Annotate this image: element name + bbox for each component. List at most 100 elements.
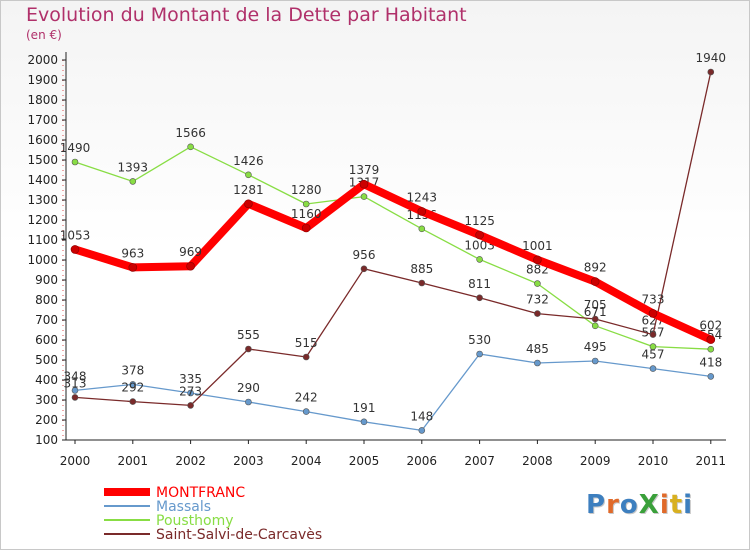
y-tick-label: 1400 xyxy=(27,173,58,187)
logo-letter: P xyxy=(586,490,607,520)
data-label: 378 xyxy=(121,363,144,377)
chart-subtitle: (en €) xyxy=(26,28,62,42)
data-point xyxy=(359,179,369,189)
data-label: 602 xyxy=(699,319,722,333)
y-tick-label: 1200 xyxy=(27,213,58,227)
x-tick-label: 2011 xyxy=(696,454,727,468)
data-label: 1001 xyxy=(522,239,553,253)
data-label: 348 xyxy=(64,369,87,383)
data-point xyxy=(649,331,657,338)
data-point xyxy=(591,357,599,365)
logo-letter: r xyxy=(606,490,620,520)
y-tick-label: 600 xyxy=(35,333,58,347)
series-line-pousthomy xyxy=(74,146,712,350)
data-point xyxy=(706,335,716,344)
data-label: 530 xyxy=(468,333,491,347)
data-point xyxy=(360,193,368,200)
data-label: 191 xyxy=(353,401,376,415)
data-label: 705 xyxy=(584,298,607,312)
data-point xyxy=(302,200,310,208)
data-label: 1053 xyxy=(60,228,91,242)
legend-label: Saint-Salvi-de-Carcavès xyxy=(156,527,322,543)
y-tick-label: 1100 xyxy=(27,233,58,247)
data-point xyxy=(475,230,484,240)
data-label: 292 xyxy=(121,381,144,395)
data-point xyxy=(533,255,542,265)
y-tick-label: 800 xyxy=(35,293,58,307)
logo-letter: o xyxy=(619,490,639,520)
data-point xyxy=(71,394,79,401)
data-label: 1243 xyxy=(407,190,438,204)
x-tick-label: 2001 xyxy=(118,454,149,468)
data-point xyxy=(129,178,137,185)
y-tick-label: 1500 xyxy=(27,153,58,167)
data-point xyxy=(707,345,715,353)
data-point xyxy=(187,143,194,151)
x-tick-label: 2004 xyxy=(291,454,322,468)
data-label: 290 xyxy=(237,381,260,395)
data-point xyxy=(476,350,483,358)
proxiti-logo: ProXiti xyxy=(586,490,693,520)
data-point xyxy=(418,225,426,233)
data-label: 418 xyxy=(699,355,722,369)
data-label: 1281 xyxy=(233,183,264,197)
data-point xyxy=(129,398,137,405)
data-label: 1940 xyxy=(696,51,727,65)
data-label: 671 xyxy=(584,305,607,319)
data-point xyxy=(302,353,310,361)
data-label: 963 xyxy=(121,246,144,260)
data-label: 969 xyxy=(179,245,202,259)
x-tick-label: 2000 xyxy=(60,454,91,468)
data-point xyxy=(534,310,541,317)
logo-letter: t xyxy=(669,490,684,520)
y-tick-label: 500 xyxy=(35,353,58,367)
x-tick-label: 2009 xyxy=(580,454,611,468)
data-point xyxy=(360,265,368,273)
data-label: 313 xyxy=(64,376,87,390)
data-point xyxy=(707,68,715,76)
data-label: 148 xyxy=(410,409,433,423)
data-label: 515 xyxy=(295,336,318,350)
logo-letter: X xyxy=(638,490,660,520)
data-label: 273 xyxy=(179,384,202,398)
y-tick-label: 700 xyxy=(35,313,58,327)
y-tick-label: 900 xyxy=(35,273,58,287)
data-label: 732 xyxy=(526,293,549,307)
y-tick-label: 2000 xyxy=(27,53,58,67)
y-tick-label: 400 xyxy=(35,373,58,387)
data-label: 1379 xyxy=(349,163,380,177)
data-point xyxy=(418,279,426,287)
y-tick-label: 1700 xyxy=(27,113,58,127)
legend-label: MONTFRANC xyxy=(156,485,245,501)
data-point xyxy=(360,418,368,426)
logo-letter: i xyxy=(683,490,694,520)
data-point xyxy=(187,402,194,409)
y-tick-label: 1900 xyxy=(27,73,58,87)
data-point xyxy=(591,315,599,323)
data-point xyxy=(187,389,194,397)
data-label: 1125 xyxy=(464,214,495,228)
data-label: 956 xyxy=(353,248,376,262)
data-point xyxy=(418,427,426,434)
data-point xyxy=(71,387,79,394)
x-tick-label: 2007 xyxy=(464,454,495,468)
x-tick-label: 2008 xyxy=(522,454,553,468)
data-label: 485 xyxy=(526,342,549,356)
data-label: 457 xyxy=(642,348,665,362)
y-tick-label: 1300 xyxy=(27,193,58,207)
x-tick-label: 2010 xyxy=(638,454,669,468)
data-label: 1280 xyxy=(291,183,322,197)
logo-letter: i xyxy=(659,490,670,520)
data-label: 1490 xyxy=(60,141,91,155)
legend-label: Pousthomy xyxy=(156,513,234,529)
data-label: 495 xyxy=(584,340,607,354)
series-line-saint-salvi-de-carcav-s xyxy=(74,71,712,407)
x-tick-label: 2002 xyxy=(175,454,206,468)
y-tick-label: 200 xyxy=(35,413,58,427)
data-label: 1566 xyxy=(175,126,206,140)
data-point xyxy=(245,345,252,353)
data-point xyxy=(648,309,658,318)
y-tick-label: 1600 xyxy=(27,133,58,147)
